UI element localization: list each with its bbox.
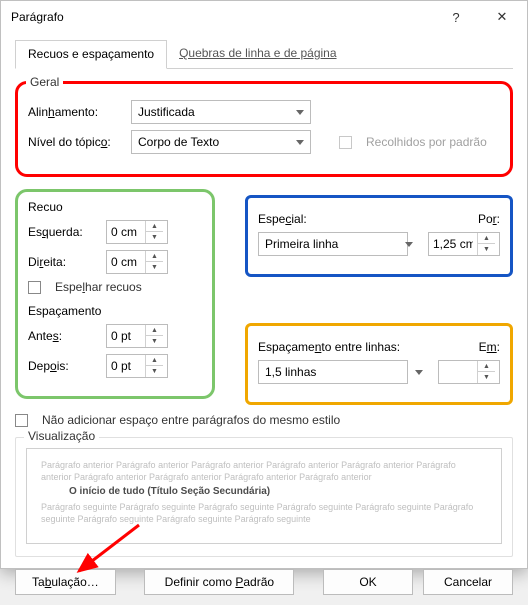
alignment-label: Alinhamento: xyxy=(28,105,123,119)
no-space-label: Não adicionar espaço entre parágrafos do… xyxy=(42,413,340,427)
preview-sample-text: O início de tudo (Título Seção Secundári… xyxy=(69,485,487,499)
indent-right-spinner[interactable]: ▲▼ xyxy=(106,250,168,274)
alignment-combo[interactable]: Justificada xyxy=(131,100,311,124)
group-line-spacing: Espaçamento entre linhas: Em: 1,5 linhas… xyxy=(245,323,513,405)
group-preview: Visualização Parágrafo anterior Parágraf… xyxy=(15,437,513,557)
spin-down-icon[interactable]: ▼ xyxy=(146,232,163,243)
set-default-button[interactable]: Definir como Padrão xyxy=(144,569,294,595)
collapse-label: Recolhidos por padrão xyxy=(366,135,487,149)
spacing-before-label: Antes: xyxy=(28,329,98,343)
spin-down-icon[interactable]: ▼ xyxy=(146,336,163,347)
no-space-row: Não adicionar espaço entre parágrafos do… xyxy=(15,413,513,427)
spin-down-icon[interactable]: ▼ xyxy=(478,372,495,383)
indent-left-input[interactable] xyxy=(107,221,145,243)
close-button[interactable]: ✕ xyxy=(479,1,525,33)
preview-pane: Parágrafo anterior Parágrafo anterior Pa… xyxy=(26,448,502,544)
indent-right-input[interactable] xyxy=(107,251,145,273)
tabs-button[interactable]: Tabulação… xyxy=(15,569,116,595)
special-label: Especial: xyxy=(258,212,307,226)
tab-line-page-breaks[interactable]: Quebras de linha e de página xyxy=(167,40,348,69)
tab-strip: Recuos e espaçamento Quebras de linha e … xyxy=(15,39,513,69)
no-space-checkbox[interactable] xyxy=(15,414,28,427)
indent-left-label: Esquerda: xyxy=(28,225,98,239)
button-row: Tabulação… Definir como Padrão OK Cancel… xyxy=(15,569,513,595)
preview-next-text: Parágrafo seguinte Parágrafo seguinte Pa… xyxy=(41,501,487,525)
group-general-title: Geral xyxy=(26,75,63,89)
special-indent-combo[interactable]: Primeira linha xyxy=(258,232,408,256)
at-label: Em: xyxy=(479,340,500,354)
tab-label: Quebras de linha e de página xyxy=(179,46,336,60)
spin-up-icon[interactable]: ▲ xyxy=(146,251,163,262)
by-label: Por: xyxy=(478,212,500,226)
spin-up-icon[interactable]: ▲ xyxy=(146,325,163,336)
spacing-after-input[interactable] xyxy=(107,355,145,377)
tab-indent-spacing[interactable]: Recuos e espaçamento xyxy=(15,40,167,69)
group-indent-title: Recuo xyxy=(28,200,202,214)
dialog-title: Parágrafo xyxy=(11,10,64,24)
line-spacing-label: Espaçamento entre linhas: xyxy=(258,340,400,354)
mirror-indent-checkbox[interactable] xyxy=(28,281,41,294)
special-by-spinner[interactable]: ▲▼ xyxy=(428,232,500,256)
spin-up-icon[interactable]: ▲ xyxy=(478,361,495,372)
outline-level-combo[interactable]: Corpo de Texto xyxy=(131,130,311,154)
titlebar: Parágrafo ? ✕ xyxy=(1,1,527,33)
help-button[interactable]: ? xyxy=(433,1,479,33)
spin-down-icon[interactable]: ▼ xyxy=(146,366,163,377)
group-preview-title: Visualização xyxy=(24,429,99,443)
spin-down-icon[interactable]: ▼ xyxy=(146,262,163,273)
paragraph-dialog: Parágrafo ? ✕ Recuos e espaçamento Quebr… xyxy=(0,0,528,569)
group-general: Geral Alinhamento: Justificada Nível do … xyxy=(15,81,513,177)
outline-level-label: Nível do tópico: xyxy=(28,135,123,149)
line-at-input[interactable] xyxy=(439,361,477,383)
group-indent-spacing-left: Recuo Esquerda: ▲▼ Direita: ▲▼ Espelhar … xyxy=(15,189,215,399)
ok-button[interactable]: OK xyxy=(323,569,413,595)
collapse-checkbox xyxy=(339,136,352,149)
special-by-input[interactable] xyxy=(429,233,477,255)
indent-right-label: Direita: xyxy=(28,255,98,269)
spin-up-icon[interactable]: ▲ xyxy=(478,233,495,244)
spacing-before-spinner[interactable]: ▲▼ xyxy=(106,324,168,348)
spacing-after-label: Depois: xyxy=(28,359,98,373)
mirror-indent-label: Espelhar recuos xyxy=(55,280,142,294)
line-at-spinner[interactable]: ▲▼ xyxy=(438,360,500,384)
spin-down-icon[interactable]: ▼ xyxy=(478,244,495,255)
help-icon: ? xyxy=(452,10,459,25)
spacing-before-input[interactable] xyxy=(107,325,145,347)
spacing-after-spinner[interactable]: ▲▼ xyxy=(106,354,168,378)
close-icon: ✕ xyxy=(497,9,508,25)
preview-prev-text: Parágrafo anterior Parágrafo anterior Pa… xyxy=(41,459,487,483)
cancel-button[interactable]: Cancelar xyxy=(423,569,513,595)
group-special-indent: Especial: Por: Primeira linha ▲▼ xyxy=(245,195,513,277)
line-spacing-combo[interactable]: 1,5 linhas xyxy=(258,360,408,384)
group-spacing-title: Espaçamento xyxy=(28,304,202,318)
indent-left-spinner[interactable]: ▲▼ xyxy=(106,220,168,244)
spin-up-icon[interactable]: ▲ xyxy=(146,355,163,366)
spin-up-icon[interactable]: ▲ xyxy=(146,221,163,232)
